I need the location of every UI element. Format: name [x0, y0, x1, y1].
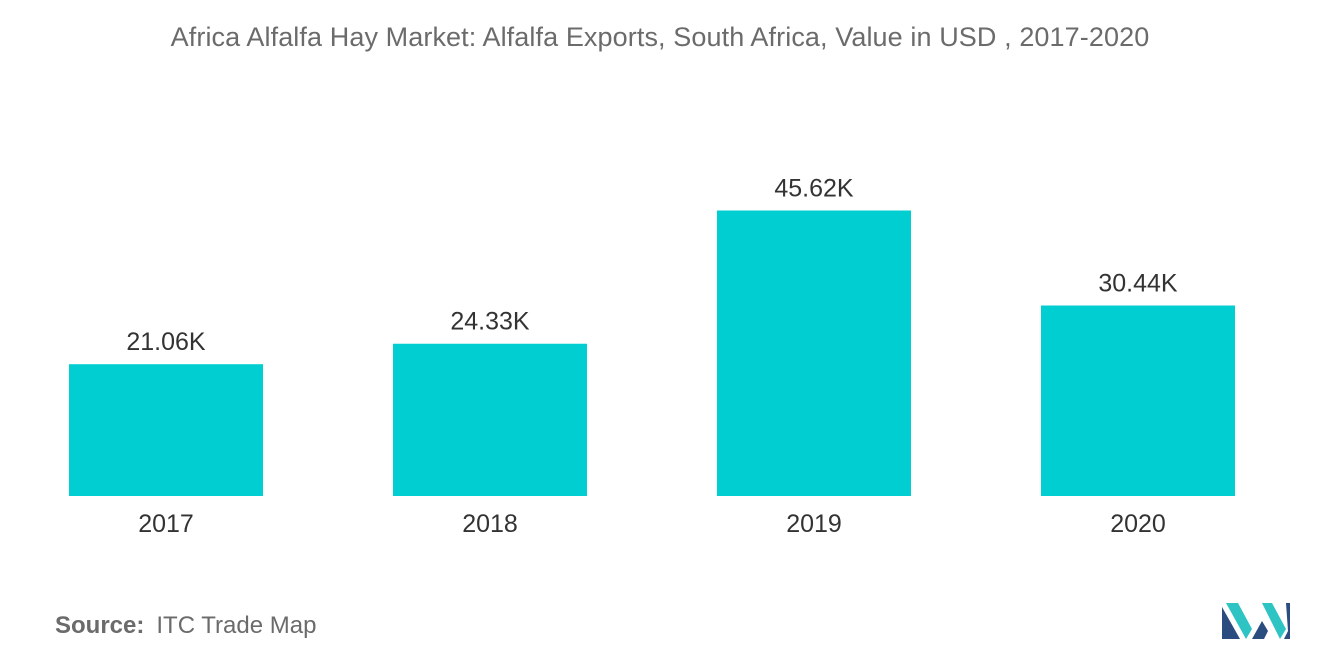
- data-label-2018: 24.33K: [450, 308, 530, 336]
- x-tick-label-2020: 2020: [1110, 510, 1166, 538]
- data-label-2019: 45.62K: [774, 175, 854, 203]
- bar-2018: [393, 343, 587, 496]
- bar-2017: [69, 364, 263, 496]
- bar-2020: [1041, 305, 1235, 496]
- x-tick-label-2017: 2017: [138, 510, 194, 538]
- data-label-2020: 30.44K: [1098, 269, 1178, 297]
- bar-2019: [717, 210, 911, 496]
- source-label: Source:: [55, 612, 145, 639]
- data-label-2017: 21.06K: [126, 328, 206, 356]
- chart-title: Africa Alfalfa Hay Market: Alfalfa Expor…: [170, 22, 1150, 52]
- source-note: Source: ITC Trade Map: [55, 612, 316, 640]
- bar-chart: 21.06K 2017 24.33K 2018 45.62K 2019 30.44K 2020: [69, 175, 1235, 538]
- mordor-intelligence-logo-icon: [1222, 603, 1290, 639]
- x-tick-label-2019: 2019: [786, 510, 842, 538]
- source-text: ITC Trade Map: [156, 612, 317, 639]
- x-tick-label-2018: 2018: [462, 510, 518, 538]
